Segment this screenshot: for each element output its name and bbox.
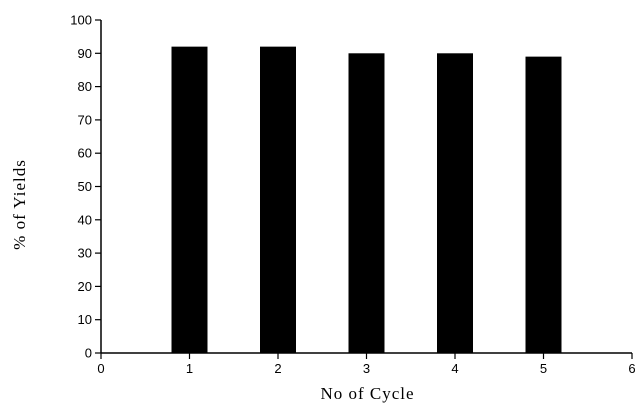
bar-cycle-4 (437, 53, 473, 354)
bar-cycle-3 (348, 53, 385, 354)
y-tick-label: 100 (70, 13, 92, 28)
y-tick-label: 50 (78, 179, 92, 194)
x-tick-label: 6 (628, 361, 635, 376)
x-tick-label: 4 (451, 361, 458, 376)
bar-cycle-1 (171, 46, 208, 353)
bar-cycle-5 (525, 56, 562, 353)
y-tick-label: 70 (78, 112, 92, 127)
x-tick-label: 3 (363, 361, 370, 376)
y-tick-label: 0 (85, 346, 92, 361)
x-axis-ticks: 0 1 2 3 4 5 6 (97, 353, 636, 376)
y-axis-ticks: 0 10 20 30 40 50 60 70 80 90 100 (70, 13, 101, 361)
y-tick-label: 60 (78, 146, 92, 161)
bars-group (171, 46, 562, 354)
y-tick-label: 40 (78, 212, 92, 227)
y-tick-label: 20 (78, 279, 92, 294)
y-tick-label: 10 (78, 312, 92, 327)
y-tick-label: 30 (78, 246, 92, 261)
y-axis-title: % of Yields (10, 159, 29, 250)
bar-cycle-2 (260, 46, 296, 353)
x-tick-label: 5 (540, 361, 547, 376)
x-tick-label: 2 (274, 361, 281, 376)
y-tick-label: 90 (78, 46, 92, 61)
x-tick-label: 1 (186, 361, 193, 376)
y-tick-label: 80 (78, 79, 92, 94)
x-axis-title: No of Cycle (320, 384, 414, 403)
x-tick-label: 0 (97, 361, 104, 376)
